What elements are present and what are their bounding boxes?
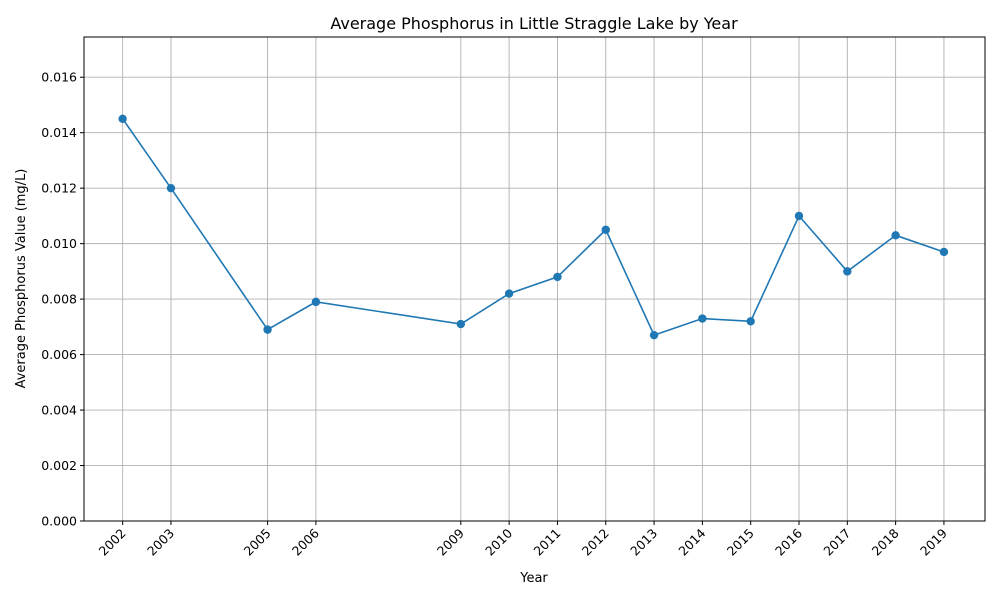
- data-point: [601, 225, 610, 234]
- x-tick-label: 2003: [144, 526, 177, 559]
- data-point: [456, 319, 466, 329]
- y-tick-label: 0.002: [41, 458, 77, 473]
- data-point: [504, 289, 514, 298]
- data-point: [166, 183, 176, 193]
- x-tick-label: 2017: [820, 526, 853, 559]
- x-tick-label: 2010: [482, 525, 515, 558]
- grid-lines: [84, 37, 985, 522]
- plot-frame: [83, 36, 986, 522]
- series-line: [121, 118, 945, 337]
- x-tick-label: 2019: [917, 525, 950, 558]
- data-point: [939, 247, 949, 257]
- x-tick-label: 2018: [869, 525, 902, 558]
- y-tick-label: 0.012: [41, 181, 77, 196]
- x-tick-label: 2005: [241, 526, 274, 559]
- y-axis-label: Average Phosphorus Value (mg/L): [14, 169, 29, 389]
- y-tick-label: 0.014: [41, 125, 77, 140]
- data-point: [311, 297, 321, 307]
- x-tick-label: 2009: [434, 525, 467, 558]
- x-axis-ticks: 2002 2003 2005 2006 2009 2010 2011 2012 2013 2014…: [96, 521, 950, 559]
- x-tick-label: 2002: [96, 526, 129, 559]
- x-tick-label: 2006: [289, 525, 322, 558]
- y-tick-label: 0.008: [41, 292, 77, 307]
- data-point: [649, 330, 659, 340]
- y-tick-label: 0.004: [41, 403, 77, 418]
- y-tick-label: 0.016: [41, 70, 77, 85]
- x-tick-label: 2015: [724, 526, 757, 559]
- y-tick-label: 0.006: [41, 347, 77, 362]
- y-tick-label: 0.000: [41, 514, 77, 529]
- x-tick-label: 2013: [627, 526, 660, 559]
- chart-title: Average Phosphorus in Little Straggle La…: [330, 14, 738, 33]
- data-point: [843, 267, 852, 276]
- data-point: [794, 211, 804, 221]
- series-layer: [118, 114, 949, 340]
- data-point: [891, 231, 900, 240]
- data-point: [698, 314, 707, 323]
- x-tick-label: 2016: [772, 525, 805, 558]
- data-point: [746, 317, 755, 326]
- y-axis-ticks: 0.000 0.002 0.004 0.006 0.008 0.010 0.012 0.014…: [41, 70, 84, 529]
- x-axis-label: Year: [519, 571, 548, 586]
- x-tick-label: 2014: [675, 525, 708, 558]
- data-point: [263, 325, 272, 334]
- x-tick-label: 2011: [530, 526, 563, 559]
- y-tick-label: 0.010: [41, 236, 77, 251]
- data-point: [553, 272, 562, 282]
- x-tick-label: 2012: [579, 526, 612, 559]
- data-point: [118, 114, 127, 124]
